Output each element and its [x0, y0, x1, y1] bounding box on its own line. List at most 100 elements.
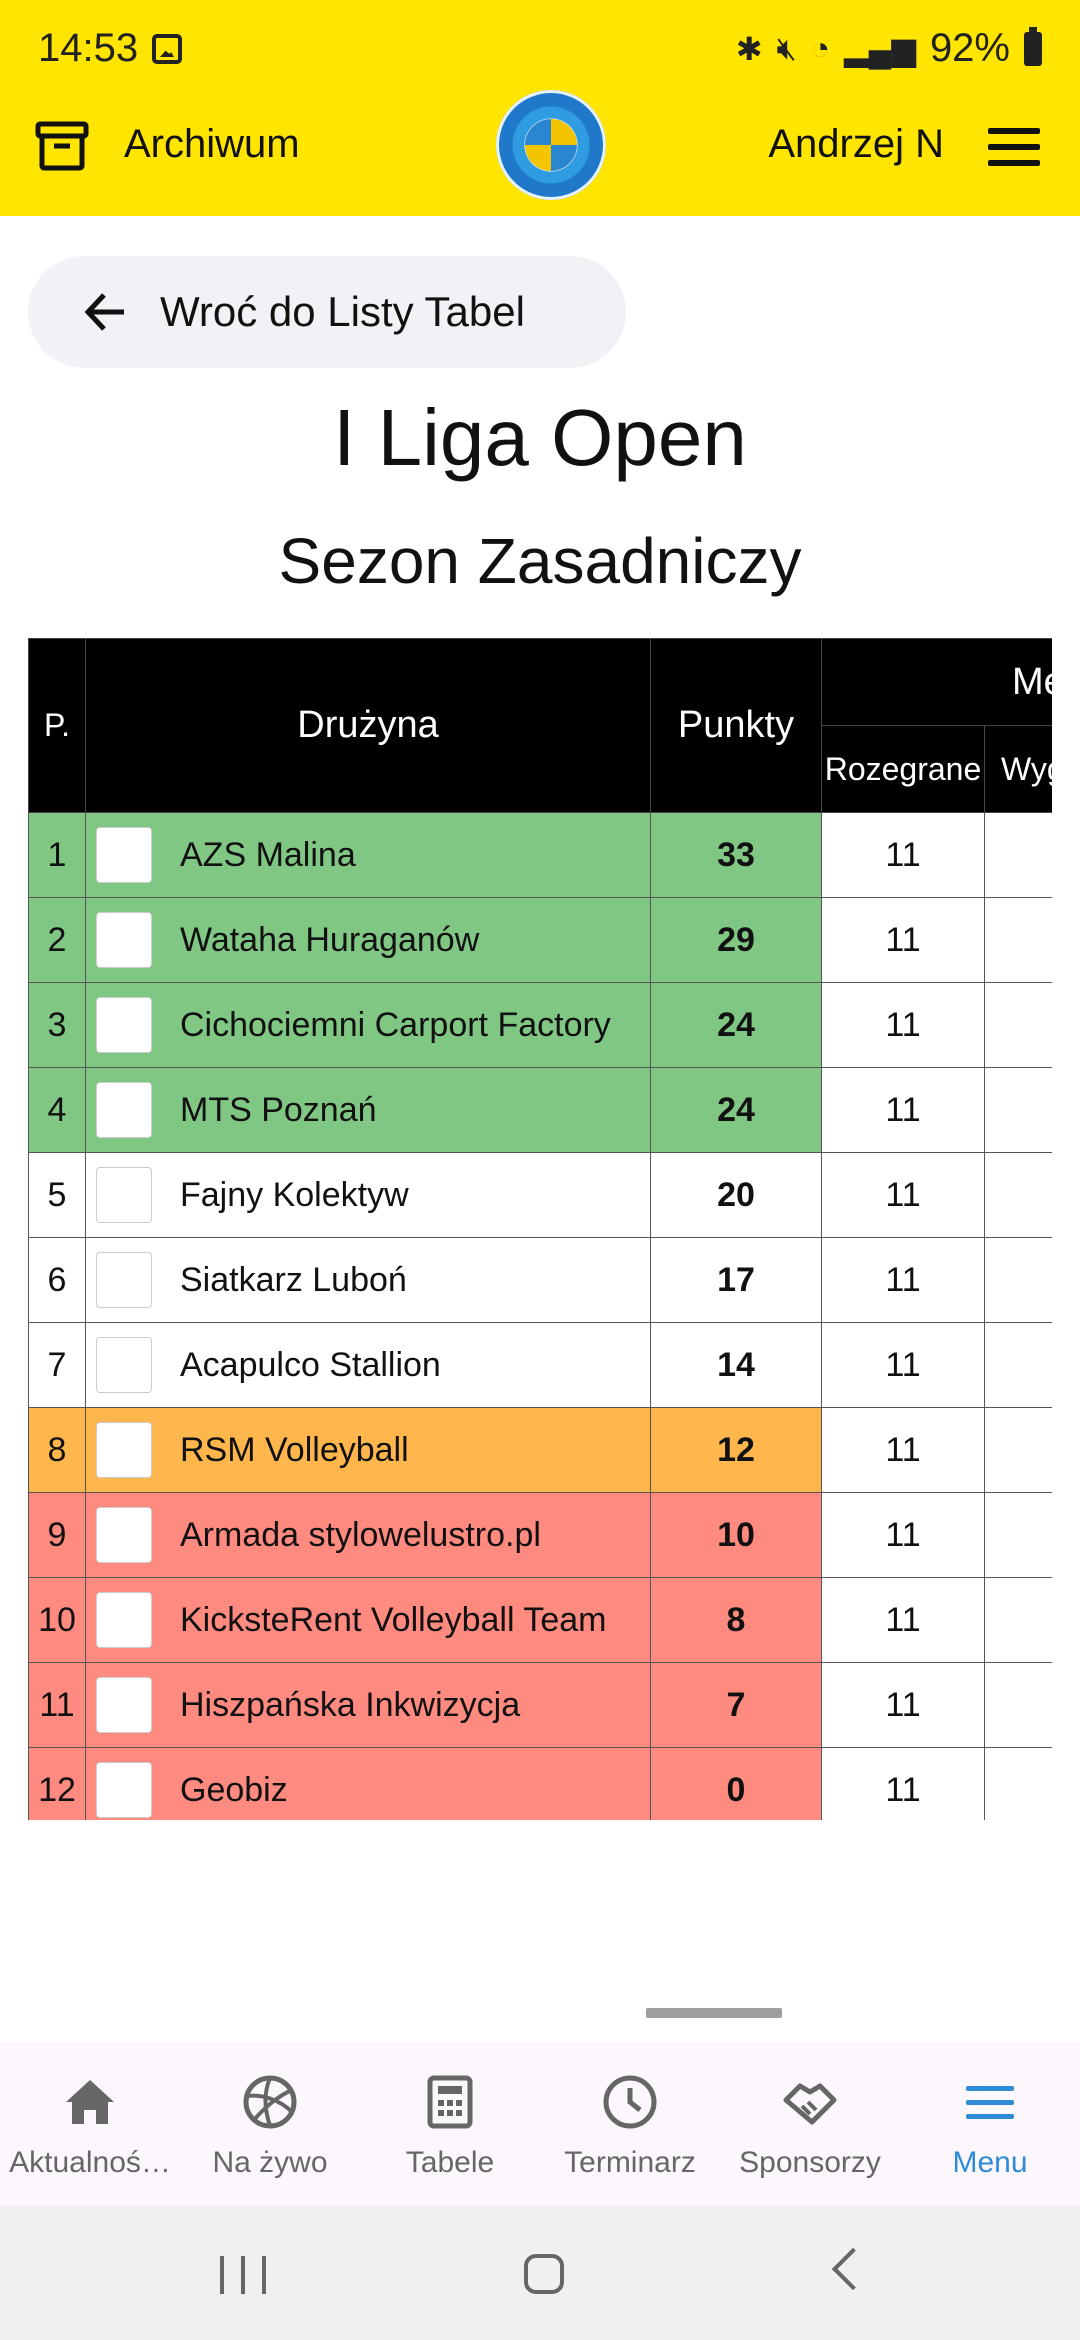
- team-cell[interactable]: Armada stylowelustro.pl: [85, 1492, 651, 1578]
- played-cell: 11: [821, 1492, 985, 1578]
- arrow-left-icon: [84, 293, 124, 331]
- team-name: Cichociemni Carport Factory: [180, 1005, 611, 1044]
- archive-icon[interactable]: [34, 118, 90, 174]
- won-cell: [984, 897, 1052, 983]
- table-row[interactable]: 1 AZS Malina 33 11: [28, 812, 1052, 898]
- played-cell: 11: [821, 1662, 985, 1748]
- table-row[interactable]: 2 Wataha Huraganów 29 11: [28, 897, 1052, 983]
- team-name: Armada stylowelustro.pl: [180, 1515, 541, 1554]
- team-name: AZS Malina: [180, 835, 356, 874]
- team-cell[interactable]: Acapulco Stallion: [85, 1322, 651, 1408]
- table-row[interactable]: 4 MTS Poznań 24 11: [28, 1067, 1052, 1153]
- signal-icon: ▂▄▆: [844, 30, 916, 67]
- back-icon[interactable]: [831, 2247, 875, 2291]
- handshake-icon: [783, 2083, 837, 2125]
- won-cell: [984, 1407, 1052, 1493]
- table-row[interactable]: 3 Cichociemni Carport Factory 24 11: [28, 982, 1052, 1068]
- league-logo[interactable]: [496, 90, 606, 200]
- team-cell[interactable]: Cichociemni Carport Factory: [85, 982, 651, 1068]
- played-cell: 11: [821, 1322, 985, 1408]
- nav-label: Terminarz: [564, 2146, 696, 2179]
- team-logo-icon: [96, 1167, 152, 1223]
- won-cell: [984, 982, 1052, 1068]
- battery-icon: [1024, 26, 1042, 66]
- team-name: Acapulco Stallion: [180, 1345, 441, 1384]
- position-cell: 1: [28, 812, 86, 898]
- season-subtitle: Sezon Zasadniczy: [278, 525, 802, 597]
- nav-menu[interactable]: Menu: [900, 2042, 1080, 2206]
- header-position: P.: [28, 638, 86, 813]
- table-row[interactable]: 6 Siatkarz Luboń 17 11: [28, 1237, 1052, 1323]
- team-logo-icon: [96, 1252, 152, 1308]
- nav-tables[interactable]: Tabele: [360, 2042, 540, 2206]
- team-name: Wataha Huraganów: [180, 920, 480, 959]
- team-name: RSM Volleyball: [180, 1430, 409, 1469]
- points-cell: 20: [650, 1152, 822, 1238]
- table-row[interactable]: 5 Fajny Kolektyw 20 11: [28, 1152, 1052, 1238]
- nav-label: Na żywo: [212, 2146, 328, 2179]
- team-name: Siatkarz Luboń: [180, 1260, 407, 1299]
- position-cell: 12: [28, 1747, 86, 1820]
- nav-sponsors[interactable]: Sponsorzy: [720, 2042, 900, 2206]
- points-cell: 7: [650, 1662, 822, 1748]
- team-cell[interactable]: Hiszpańska Inkwizycja: [85, 1662, 651, 1748]
- table-row[interactable]: 8 RSM Volleyball 12 11: [28, 1407, 1052, 1493]
- header-team: Drużyna: [85, 638, 651, 813]
- back-button-label: Wroć do Listy Tabel: [160, 288, 525, 335]
- user-name[interactable]: Andrzej N: [768, 122, 944, 166]
- calculator-icon: [427, 2075, 473, 2129]
- home-button-icon[interactable]: [524, 2254, 564, 2294]
- image-notification-icon: [152, 34, 182, 64]
- points-cell: 33: [650, 812, 822, 898]
- team-cell[interactable]: Geobiz: [85, 1747, 651, 1820]
- position-cell: 6: [28, 1237, 86, 1323]
- team-logo-icon: [96, 827, 152, 883]
- status-time: 14:53: [38, 26, 139, 70]
- team-name: MTS Poznań: [180, 1090, 377, 1129]
- hamburger-menu-icon[interactable]: [988, 128, 1040, 166]
- team-cell[interactable]: Siatkarz Luboń: [85, 1237, 651, 1323]
- standings-table[interactable]: P. Drużyna Punkty Me Rozegrane Wyg 1 AZS …: [28, 638, 1052, 1820]
- nav-news[interactable]: Aktualnoś…: [0, 2042, 180, 2206]
- team-logo-icon: [96, 1762, 152, 1818]
- back-to-tables-button[interactable]: Wroć do Listy Tabel: [28, 256, 626, 368]
- team-cell[interactable]: Wataha Huraganów: [85, 897, 651, 983]
- points-cell: 14: [650, 1322, 822, 1408]
- table-row[interactable]: 9 Armada stylowelustro.pl 10 11: [28, 1492, 1052, 1578]
- table-row[interactable]: 10 KicksteRent Volleyball Team 8 11: [28, 1577, 1052, 1663]
- system-navigation-bar: [0, 2206, 1080, 2340]
- team-cell[interactable]: AZS Malina: [85, 812, 651, 898]
- nav-label: Aktualnoś…: [9, 2146, 171, 2179]
- table-row[interactable]: 7 Acapulco Stallion 14 11: [28, 1322, 1052, 1408]
- nav-schedule[interactable]: Terminarz: [540, 2042, 720, 2206]
- archive-label[interactable]: Archiwum: [124, 122, 300, 166]
- played-cell: 11: [821, 1237, 985, 1323]
- recent-apps-icon[interactable]: [220, 2256, 266, 2294]
- team-logo-icon: [96, 1422, 152, 1478]
- played-cell: 11: [821, 1407, 985, 1493]
- wifi-icon: ◔: [810, 30, 831, 66]
- team-logo-icon: [96, 1592, 152, 1648]
- won-cell: [984, 1747, 1052, 1820]
- app-header: 14:53 ✱ 🔇︎ ◔ ▂▄▆ 92% Archiwum Andrzej N: [0, 0, 1080, 216]
- team-name: Fajny Kolektyw: [180, 1175, 409, 1214]
- horizontal-scroll-indicator[interactable]: [646, 2008, 782, 2018]
- points-cell: 24: [650, 982, 822, 1068]
- nav-label: Sponsorzy: [739, 2146, 881, 2179]
- points-cell: 10: [650, 1492, 822, 1578]
- bottom-navigation: Aktualnoś… Na żywo Tabele Terminarz Spon…: [0, 2042, 1080, 2206]
- league-title: I Liga Open: [333, 393, 747, 482]
- table-row[interactable]: 12 Geobiz 0 11: [28, 1747, 1052, 1820]
- team-cell[interactable]: MTS Poznań: [85, 1067, 651, 1153]
- team-cell[interactable]: RSM Volleyball: [85, 1407, 651, 1493]
- played-cell: 11: [821, 1577, 985, 1663]
- team-logo-icon: [96, 1082, 152, 1138]
- header-points: Punkty: [650, 638, 822, 813]
- team-logo-icon: [96, 912, 152, 968]
- table-row[interactable]: 11 Hiszpańska Inkwizycja 7 11: [28, 1662, 1052, 1748]
- position-cell: 9: [28, 1492, 86, 1578]
- position-cell: 8: [28, 1407, 86, 1493]
- team-cell[interactable]: KicksteRent Volleyball Team: [85, 1577, 651, 1663]
- team-cell[interactable]: Fajny Kolektyw: [85, 1152, 651, 1238]
- nav-live[interactable]: Na żywo: [180, 2042, 360, 2206]
